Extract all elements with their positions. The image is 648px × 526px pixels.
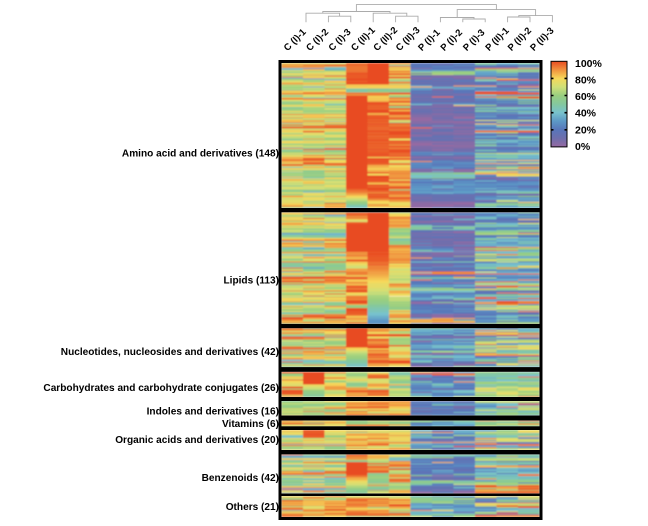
- svg-text:40%: 40%: [575, 108, 597, 120]
- svg-text:Indoles and derivatives (16): Indoles and derivatives (16): [147, 407, 279, 418]
- svg-text:100%: 100%: [575, 58, 603, 70]
- svg-text:Organic acids and derivatives: Organic acids and derivatives (20): [115, 435, 279, 446]
- svg-text:Vitamins (6): Vitamins (6): [222, 419, 279, 430]
- svg-text:Others (21): Others (21): [226, 502, 279, 513]
- svg-text:0%: 0%: [575, 141, 591, 153]
- svg-text:80%: 80%: [575, 75, 597, 87]
- svg-text:Lipids (113): Lipids (113): [223, 276, 279, 287]
- svg-text:60%: 60%: [575, 91, 597, 103]
- svg-text:Amino acid and derivatives (14: Amino acid and derivatives (148): [122, 149, 279, 160]
- svg-text:Nucleotides, nucleosides and d: Nucleotides, nucleosides and derivatives…: [61, 347, 279, 358]
- svg-text:Carbohydrates and carbohydrate: Carbohydrates and carbohydrate conjugate…: [43, 383, 279, 394]
- svg-text:20%: 20%: [575, 124, 597, 136]
- svg-text:Benzenoids (42): Benzenoids (42): [202, 473, 279, 484]
